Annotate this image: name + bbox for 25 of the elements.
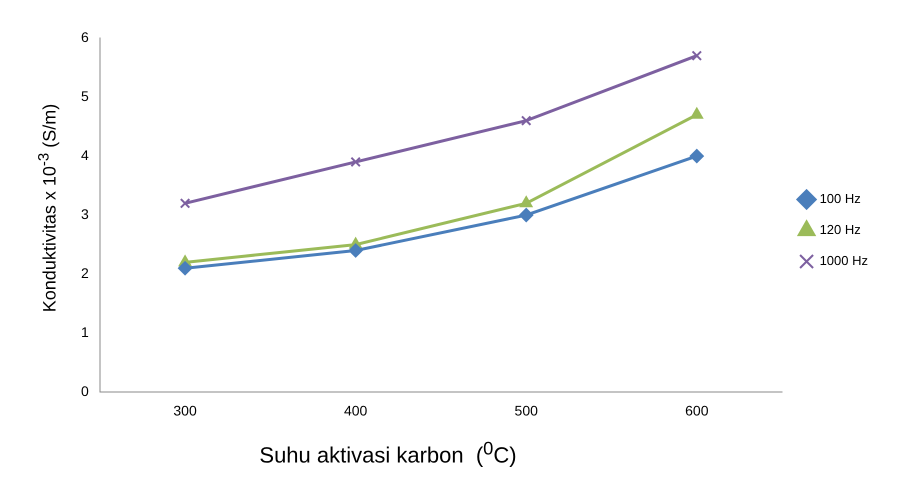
point: [519, 208, 534, 222]
x-tick-label: 500: [514, 402, 538, 418]
y-tick-label: 1: [80, 324, 89, 340]
point: [178, 261, 192, 276]
legend-label: 120 Hz: [820, 222, 861, 238]
x-tick-label: 400: [344, 402, 368, 418]
y-tick-label: 6: [80, 28, 89, 45]
y-tick-label: 4: [80, 146, 89, 163]
point: [520, 196, 532, 208]
y-tick-label: 2: [80, 264, 89, 281]
point: [690, 149, 704, 164]
point: [520, 115, 532, 126]
y-tick-label: 3: [80, 206, 89, 222]
x-tick-label: 600: [685, 402, 709, 418]
point: [350, 156, 361, 168]
point: [692, 50, 702, 61]
legend-label: 1000 Hz: [820, 253, 868, 268]
point: [180, 198, 190, 209]
x-tick-label: 300: [173, 402, 197, 418]
point: [348, 244, 363, 258]
y-tick-label: 5: [80, 88, 89, 104]
y-tick-label: 0: [80, 383, 89, 400]
x-axis-title: Suhu aktivasi karbon ($^{0}$C): [259, 437, 517, 469]
point: [690, 108, 703, 119]
legend-label: 100 Hz: [820, 191, 861, 206]
